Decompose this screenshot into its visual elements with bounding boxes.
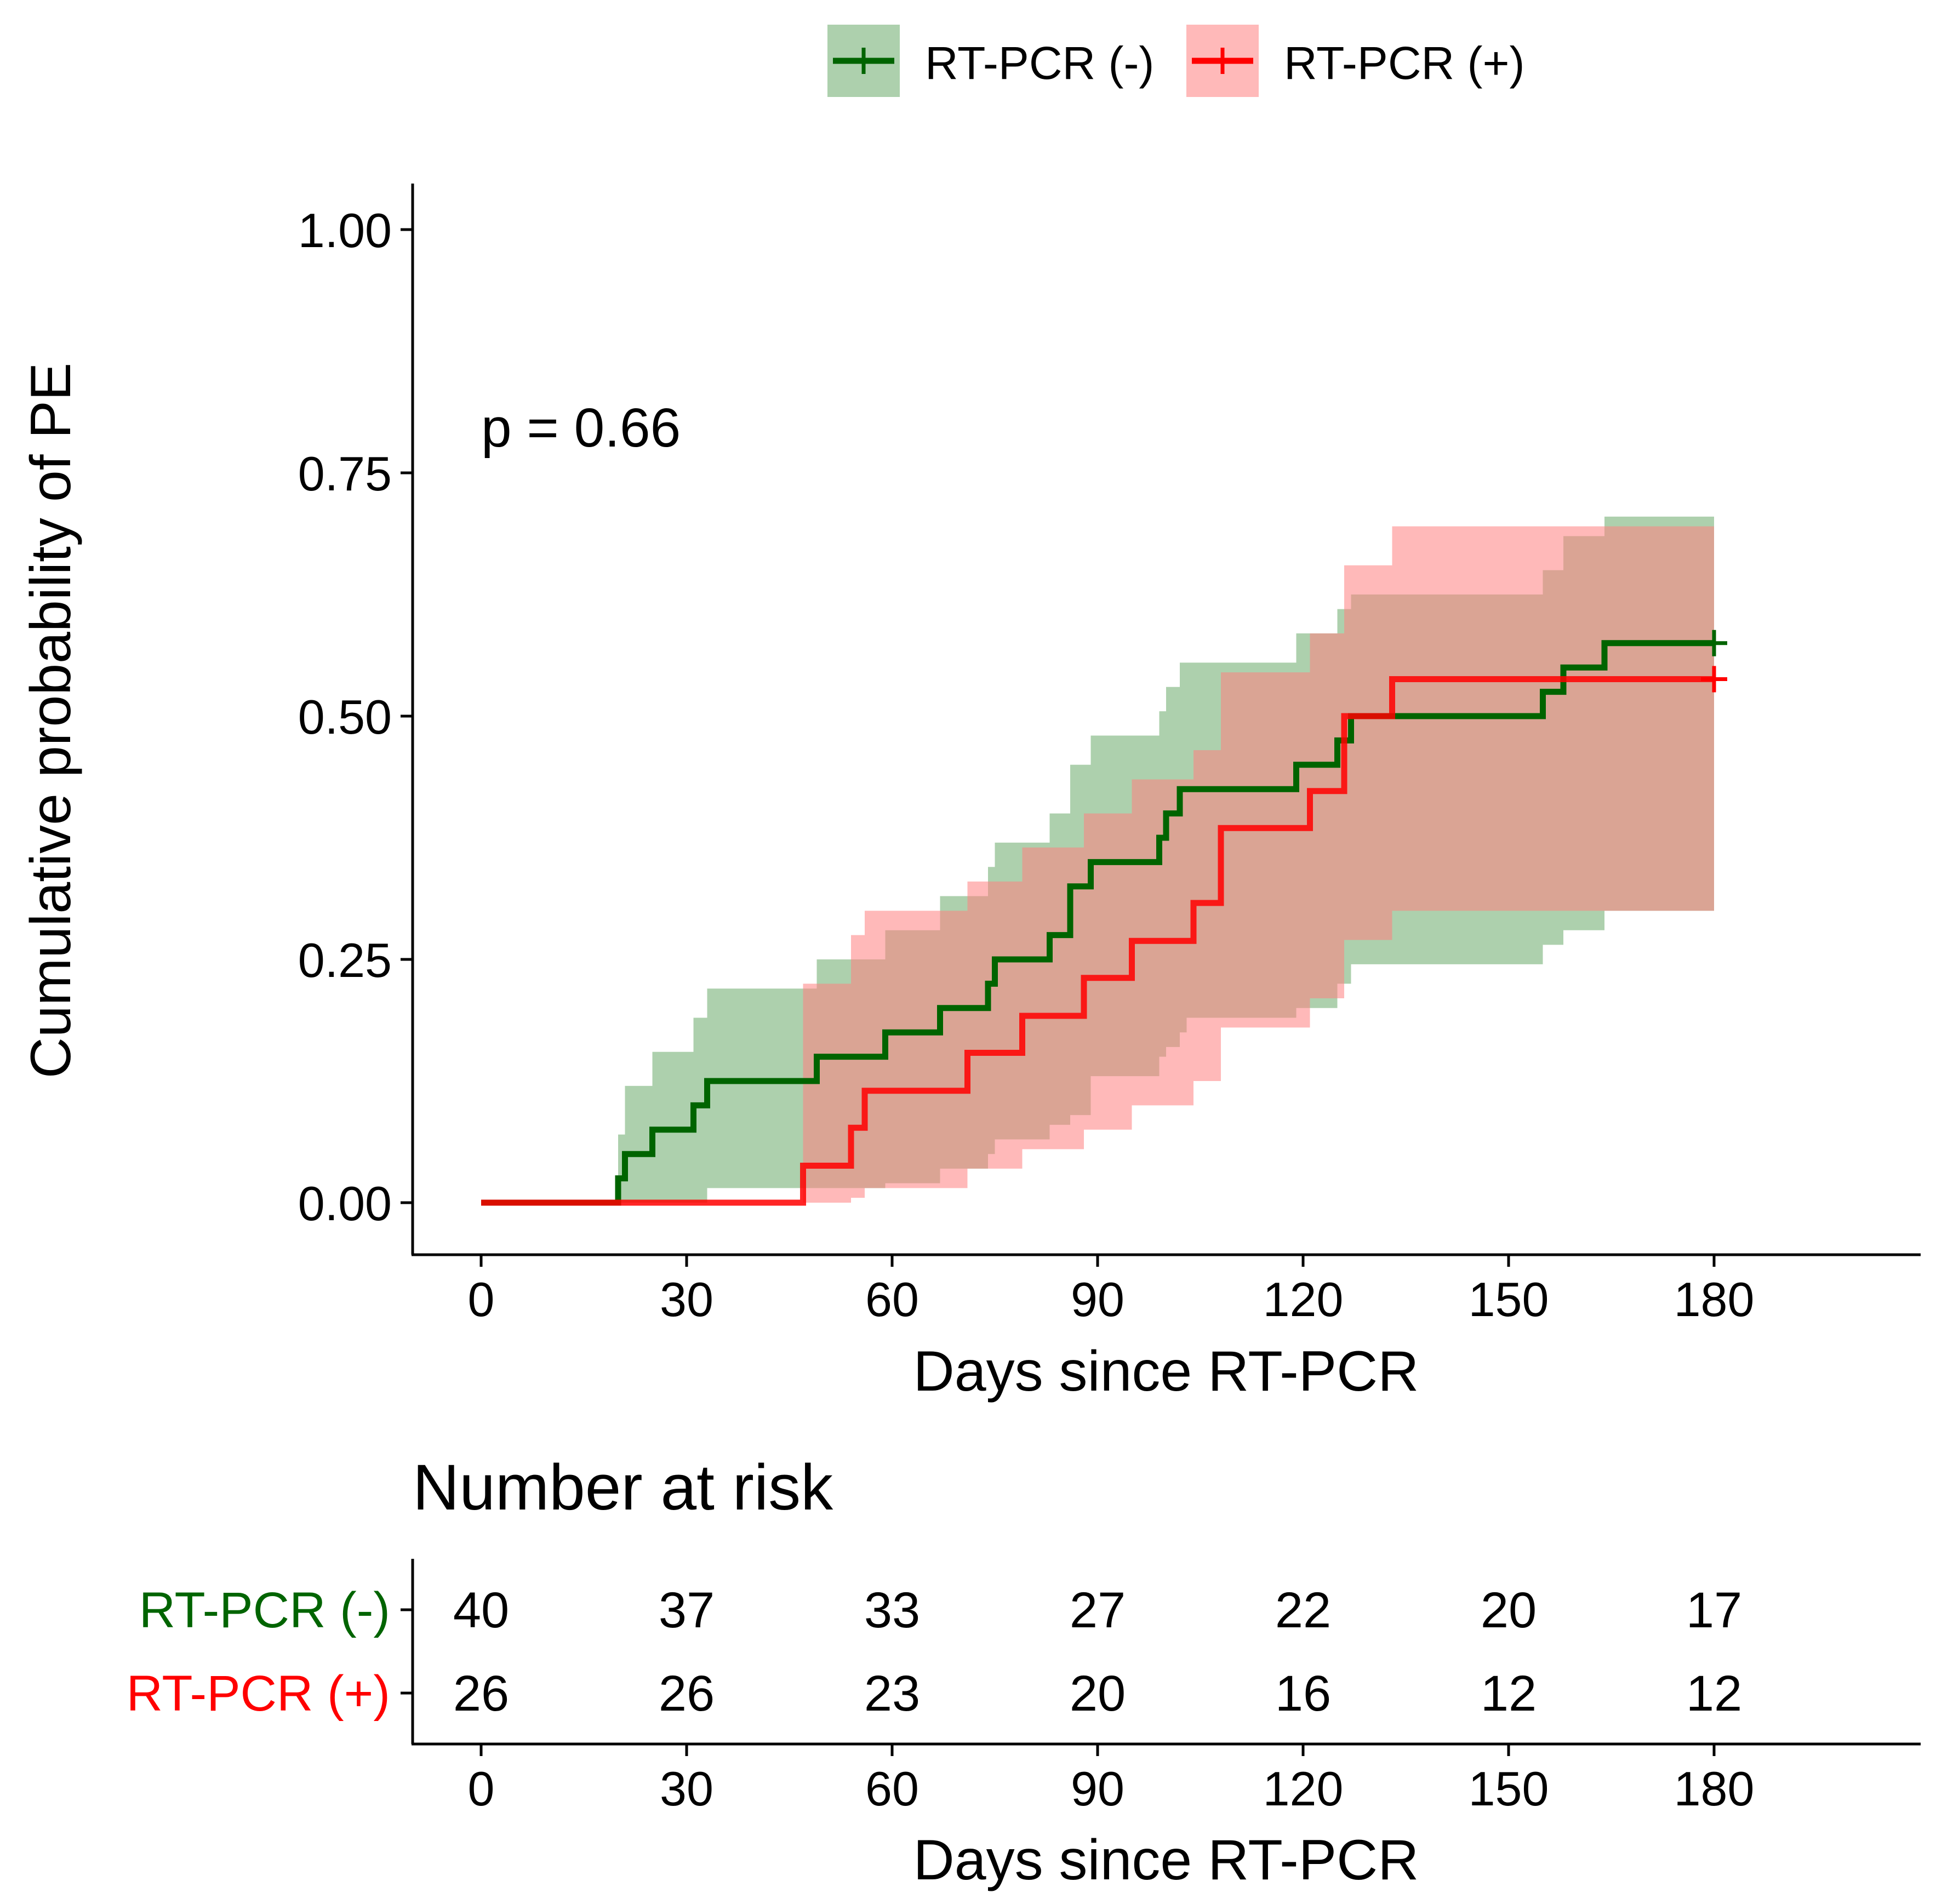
x-tick-label: 180 <box>1674 1272 1755 1326</box>
risk-count: 12 <box>1686 1666 1742 1722</box>
risk-table: Number at risk RT-PCR (-) 40 37 33 27 22 20 17R… <box>127 1451 1921 1892</box>
risk-x-tick-label: 90 <box>1071 1762 1124 1816</box>
y-tick-label: 0.50 <box>298 690 392 744</box>
main-axes: 0.00 0.25 0.50 0.75 1.00 0 30 60 90 120 150 180 <box>298 184 1921 1326</box>
x-tick-label: 60 <box>865 1272 919 1326</box>
x-tick-label: 150 <box>1469 1272 1549 1326</box>
x-tick-label: 30 <box>660 1272 713 1326</box>
step-curve-rtpcr-positive <box>481 676 1714 1206</box>
risk-x-tick-label: 30 <box>660 1762 713 1816</box>
risk-count: 27 <box>1070 1582 1126 1638</box>
legend-item-rtpcr-negative: RT-PCR (-) <box>827 25 1154 97</box>
x-axis-label: Days since RT-PCR <box>913 1340 1419 1403</box>
risk-x-tick-label: 60 <box>865 1762 919 1816</box>
risk-count: 37 <box>659 1582 715 1638</box>
censor-mark-rtpcr-negative <box>1701 630 1727 656</box>
risk-count: 26 <box>659 1666 715 1722</box>
risk-table-title: Number at risk <box>413 1451 833 1524</box>
x-tick-label: 120 <box>1263 1272 1344 1326</box>
x-tick-label: 90 <box>1071 1272 1124 1326</box>
step-curve-rtpcr-negative <box>481 640 1714 1206</box>
legend-label: RT-PCR (-) <box>925 37 1154 89</box>
p-value-annotation: p = 0.66 <box>481 397 681 459</box>
risk-count: 12 <box>1481 1666 1537 1722</box>
risk-table-rows: RT-PCR (-) 40 37 33 27 22 20 17 RT-PCR (+) 26 26 23… <box>127 1582 1743 1722</box>
legend: RT-PCR (-) RT-PCR (+) <box>827 25 1524 97</box>
risk-count: 20 <box>1481 1582 1537 1638</box>
censor-marks <box>1701 630 1727 693</box>
risk-table-x-axis-label: Days since RT-PCR <box>913 1828 1419 1892</box>
y-axis-label: Cumulative probability of PE <box>19 363 83 1078</box>
risk-row-label: RT-PCR (-) <box>139 1582 390 1638</box>
risk-row-label: RT-PCR (+) <box>127 1666 390 1722</box>
main-plot: 0.00 0.25 0.50 0.75 1.00 0 30 60 90 120 150 180 p =… <box>19 184 1921 1403</box>
risk-count: 26 <box>453 1666 509 1722</box>
y-tick-label: 1.00 <box>298 203 392 258</box>
legend-item-rtpcr-positive: RT-PCR (+) <box>1186 25 1524 97</box>
risk-row-rtpcr-positive: RT-PCR (+) 26 26 23 20 16 12 12 <box>127 1666 1743 1722</box>
x-tick-label: 0 <box>468 1272 495 1326</box>
y-tick-label: 0.00 <box>298 1176 392 1231</box>
censor-mark-rtpcr-positive <box>1701 666 1727 693</box>
risk-count: 33 <box>864 1582 920 1638</box>
risk-x-tick-label: 180 <box>1674 1762 1755 1816</box>
risk-table-axes: 0 30 60 90 120 150 180 <box>411 1559 1921 1816</box>
legend-label: RT-PCR (+) <box>1284 37 1524 89</box>
y-tick-label: 0.25 <box>298 933 392 987</box>
risk-count: 20 <box>1070 1666 1126 1722</box>
risk-count: 23 <box>864 1666 920 1722</box>
risk-x-tick-label: 120 <box>1263 1762 1344 1816</box>
y-tick-label: 0.75 <box>298 447 392 501</box>
risk-count: 40 <box>453 1582 509 1638</box>
risk-x-tick-label: 0 <box>468 1762 495 1816</box>
risk-count: 22 <box>1275 1582 1331 1638</box>
risk-row-rtpcr-negative: RT-PCR (-) 40 37 33 27 22 20 17 <box>139 1582 1742 1638</box>
confidence-band-rtpcr-positive <box>803 526 1714 1203</box>
risk-count: 17 <box>1686 1582 1742 1638</box>
risk-x-tick-label: 150 <box>1469 1762 1549 1816</box>
survival-curves <box>481 640 1714 1206</box>
risk-count: 16 <box>1275 1666 1331 1722</box>
